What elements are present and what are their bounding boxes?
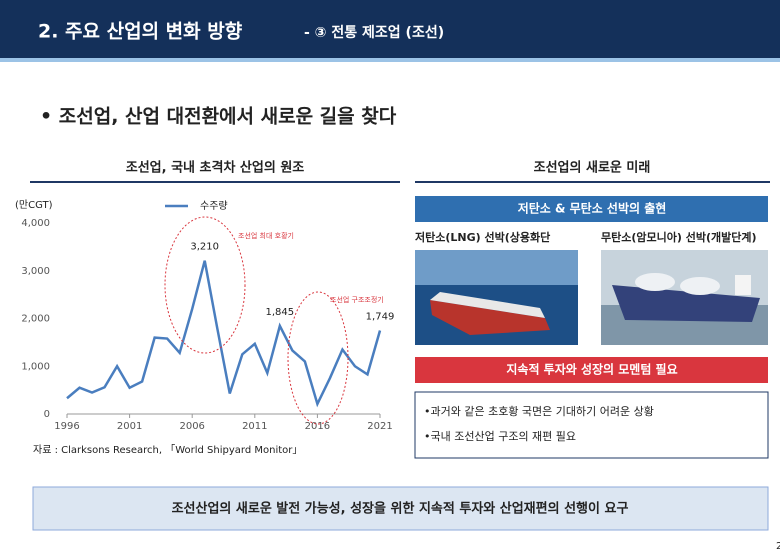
highlight-ellipse	[164, 216, 246, 354]
data-label: 1,845	[266, 307, 295, 318]
banner-text: 저탄소 & 무탄소 선박의 출현	[518, 201, 667, 216]
need-text: 지속적 투자와 성장의 모멘텀 필요	[506, 362, 677, 377]
source: 자료 : Clarksons Research, 「World Shipyard…	[33, 444, 302, 456]
x-tick-label: 2016	[305, 421, 330, 432]
point: •국내 조선산업 구조의 재편 필요	[424, 430, 576, 443]
ship-image	[415, 250, 578, 345]
points-box	[414, 391, 769, 459]
x-tick-label: 2001	[117, 421, 142, 432]
header-title: 2. 주요 산업의 변화 방향	[38, 21, 243, 43]
headline: • 조선업, 산업 대전환에서 새로운 길을 찾다	[40, 106, 397, 128]
ship-image	[601, 250, 768, 345]
x-tick-label: 2011	[242, 421, 267, 432]
y-tick-label: 3,000	[21, 266, 50, 277]
data-label: 1,749	[366, 311, 395, 322]
footer-text: 조선산업의 새로운 발전 가능성, 성장을 위한 지속적 투자와 산업재편의 선…	[172, 501, 629, 517]
banner	[415, 196, 768, 222]
need-banner	[415, 357, 768, 383]
data-line	[66, 260, 382, 408]
x-tick-label: 2006	[179, 421, 204, 432]
y-tick-label: 0	[44, 409, 50, 420]
point: •과거와 같은 초호황 국면은 기대하기 어려운 상황	[424, 404, 654, 418]
y-axis-label: (만CGT)	[15, 199, 53, 211]
footer-box	[32, 486, 769, 531]
y-tick-label: 2,000	[21, 314, 50, 325]
ship-label: 저탄소(LNG) 선박(상용화단	[415, 230, 550, 244]
x-tick-label: 1996	[54, 421, 79, 432]
highlight-ellipse	[287, 291, 349, 425]
page-number: 2	[776, 541, 780, 552]
annotation: 조선업 최대 호황기	[238, 231, 294, 240]
y-tick-label: 1,000	[21, 361, 50, 372]
panel-title: 조선업의 새로운 미래	[534, 160, 651, 176]
header-bar	[0, 0, 780, 58]
header-rule	[0, 58, 780, 62]
y-tick-label: 4,000	[21, 218, 50, 229]
panel-title: 조선업, 국내 초격차 산업의 원조	[126, 160, 305, 176]
ship-label: 무탄소(암모니아) 선박(개발단계)	[601, 230, 757, 244]
annotation: 조선업 구조조정기	[330, 295, 384, 304]
legend-label: 수주량	[200, 200, 228, 212]
x-tick-label: 2021	[367, 421, 392, 432]
data-label: 3,210	[190, 242, 219, 253]
header-subtitle: - ③ 전통 제조업 (조선)	[304, 24, 444, 41]
